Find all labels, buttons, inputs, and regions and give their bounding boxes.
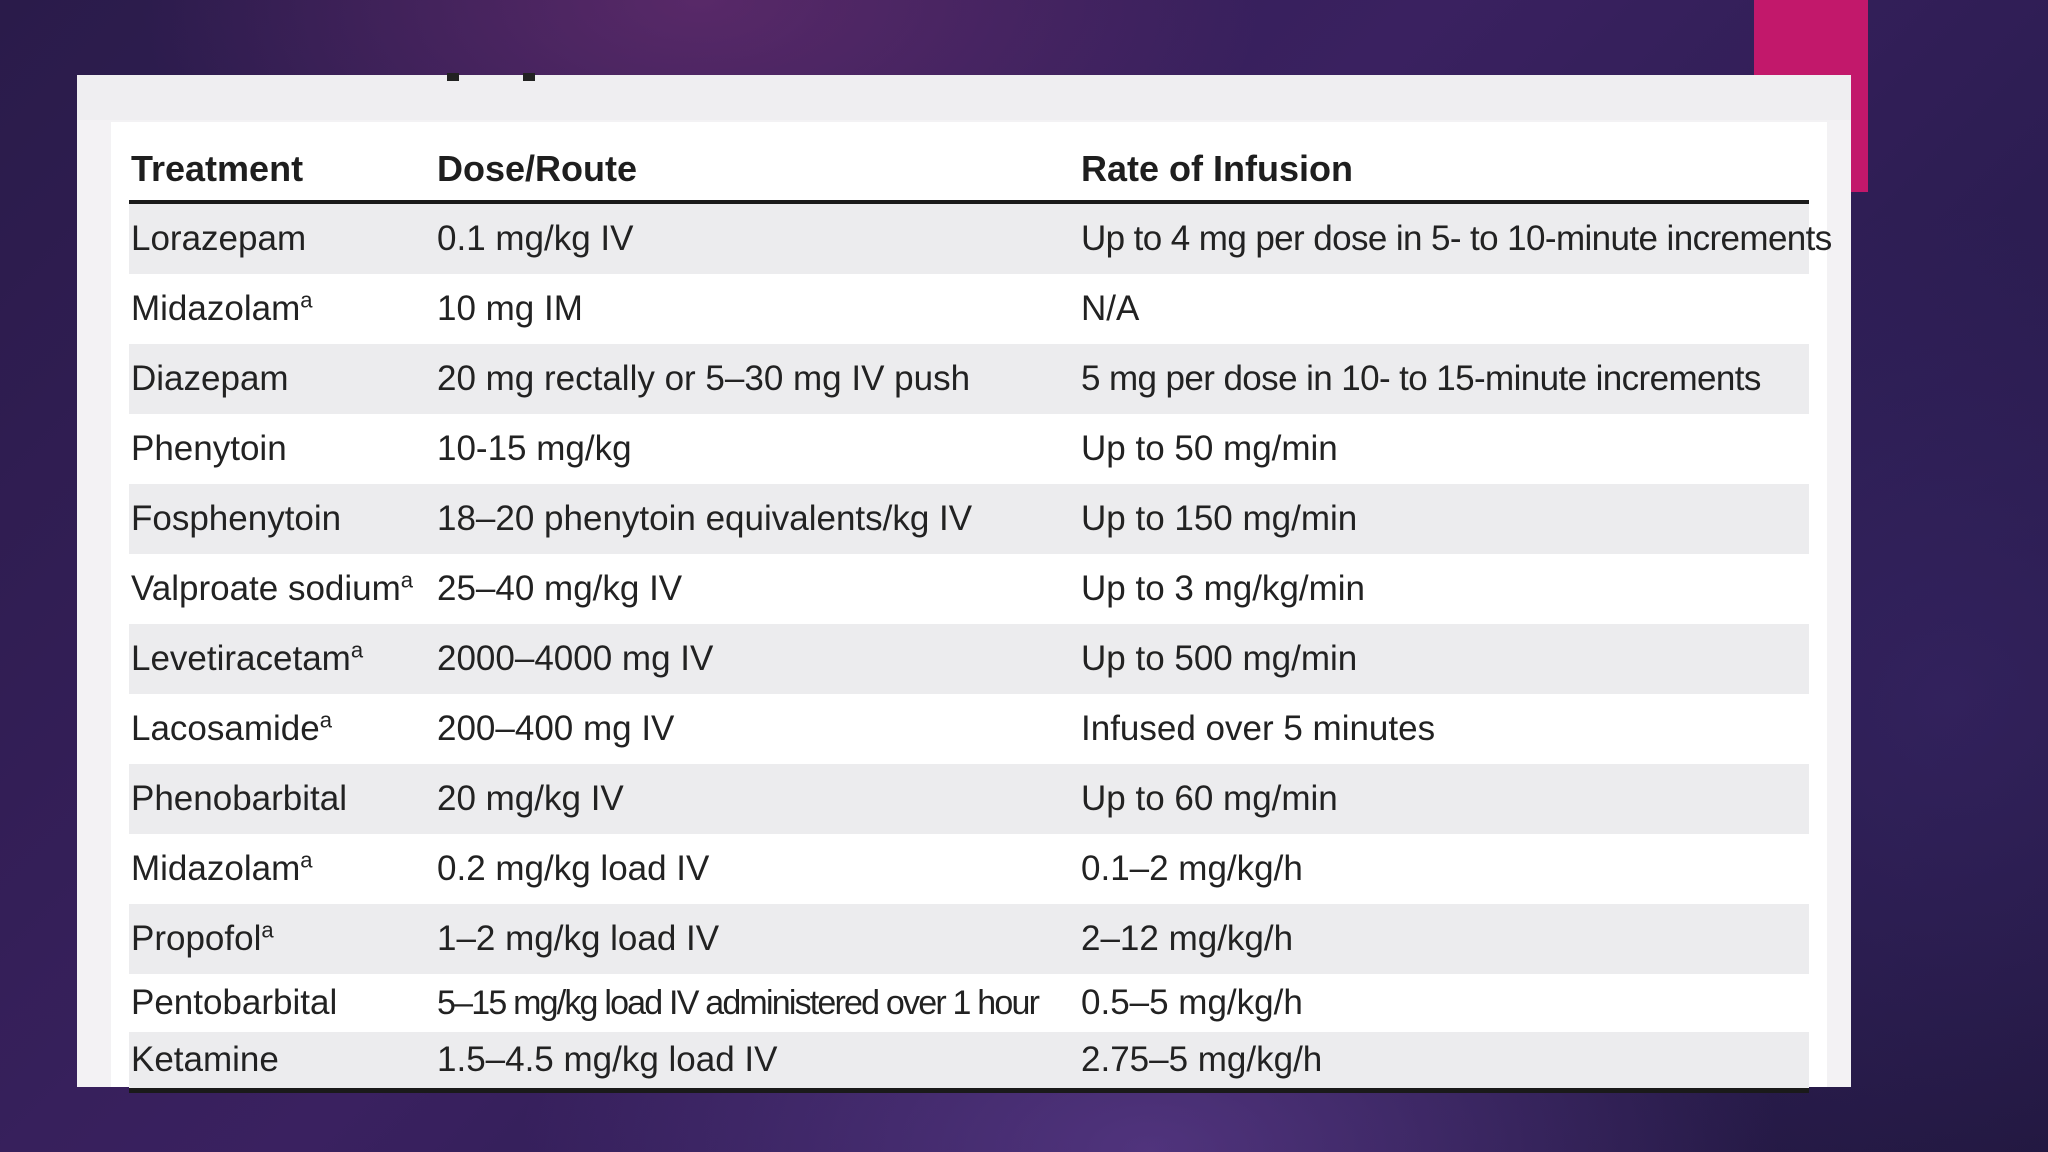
treatment-name: Midazolam — [131, 289, 301, 328]
table-row: Phenobarbital 20 mg/kg IV Up to 60 mg/mi… — [129, 764, 1809, 834]
table-row: Fosphenytoin 18–20 phenytoin equivalents… — [129, 484, 1809, 554]
rate-cell: 5 mg per dose in 10- to 15-minute increm… — [1079, 344, 1809, 414]
rate-cell: Up to 500 mg/min — [1079, 624, 1809, 694]
treatment-name: Propofol — [131, 919, 262, 958]
dose-cell: 0.2 mg/kg load IV — [437, 849, 710, 888]
treatment-name: Phenytoin — [131, 429, 287, 468]
treatment-cell: Midazolama — [129, 834, 435, 904]
dose-cell: 18–20 phenytoin equivalents/kg IV — [435, 484, 1079, 554]
slide-panel: Treatment Dose/Route Rate of Infusion Lo… — [77, 73, 1851, 1093]
footnote-mark: a — [350, 637, 364, 663]
table-row: Diazepam 20 mg rectally or 5–30 mg IV pu… — [129, 344, 1809, 414]
table-row: Lacosamidea 200–400 mg IV Infused over 5… — [129, 694, 1809, 764]
dose-cell: 1–2 mg/kg load IV — [435, 904, 1079, 974]
table-row: Pentobarbital 5–15 mg/kg load IV adminis… — [129, 974, 1809, 1032]
rate-cell: Up to 50 mg/min — [1081, 429, 1338, 468]
dose-cell: 0.1 mg/kg IV — [435, 202, 1079, 274]
dose-cell: 20 mg rectally or 5–30 mg IV push — [435, 344, 1079, 414]
treatment-cell: Phenobarbital — [129, 764, 435, 834]
treatment-cell: Midazolama — [129, 274, 435, 344]
dose-cell: 200–400 mg IV — [437, 709, 675, 748]
footnote-mark: a — [319, 707, 332, 733]
dose-cell: 2000–4000 mg IV — [435, 624, 1079, 694]
treatment-cell: Lacosamidea — [129, 694, 435, 764]
treatment-cell: Propofola — [129, 904, 435, 974]
rate-cell: 0.1–2 mg/kg/h — [1081, 849, 1303, 888]
treatment-name: Lacosamide — [131, 709, 320, 748]
treatment-name: Valproate sodium — [131, 569, 401, 608]
table-card: Treatment Dose/Route Rate of Infusion Lo… — [111, 122, 1832, 1093]
header-treatment: Treatment — [129, 122, 435, 204]
header-rate-of-infusion: Rate of Infusion — [1079, 122, 1809, 204]
treatment-cell: Levetiracetama — [129, 624, 435, 694]
treatment-cell: Lorazepam — [129, 202, 435, 274]
treatment-name: Midazolam — [131, 849, 301, 888]
header-dose-route: Dose/Route — [435, 122, 1079, 204]
table-row: Phenytoin 10-15 mg/kg Up to 50 mg/min — [129, 414, 1809, 484]
footnote-mark: a — [300, 847, 313, 873]
table-row: Ketamine 1.5–4.5 mg/kg load IV 2.75–5 mg… — [129, 1032, 1809, 1093]
treatment-name: Pentobarbital — [131, 983, 338, 1022]
rate-cell: Up to 4 mg per dose in 5- to 10-minute i… — [1079, 202, 1832, 274]
rate-cell: 2–12 mg/kg/h — [1079, 904, 1809, 974]
treatment-cell: Ketamine — [129, 1032, 435, 1093]
rate-cell: N/A — [1081, 289, 1140, 328]
dose-cell: 10 mg IM — [437, 289, 583, 328]
treatment-name: Phenobarbital — [131, 779, 347, 818]
treatment-cell: Phenytoin — [129, 414, 435, 484]
table-header-row: Treatment Dose/Route Rate of Infusion — [129, 122, 1809, 204]
table-row: Valproate sodiuma 25–40 mg/kg IV Up to 3… — [129, 554, 1809, 624]
rate-cell: Up to 150 mg/min — [1079, 484, 1809, 554]
footnote-mark: a — [300, 287, 313, 313]
footnote-mark: a — [400, 567, 414, 593]
treatment-dose-table: Treatment Dose/Route Rate of Infusion Lo… — [129, 122, 1832, 1093]
treatment-name: Levetiracetam — [131, 639, 351, 678]
treatment-name: Lorazepam — [131, 219, 307, 258]
rate-cell: Up to 60 mg/min — [1079, 764, 1809, 834]
table-row: Midazolama 0.2 mg/kg load IV 0.1–2 mg/kg… — [129, 834, 1809, 904]
rate-cell: 0.5–5 mg/kg/h — [1081, 983, 1303, 1022]
dose-cell: 25–40 mg/kg IV — [437, 569, 683, 608]
treatment-cell: Diazepam — [129, 344, 435, 414]
table-row: Levetiracetama 2000–4000 mg IV Up to 500… — [129, 624, 1809, 694]
treatment-name: Diazepam — [131, 359, 289, 398]
dose-cell: 10-15 mg/kg — [437, 429, 632, 468]
treatment-cell: Fosphenytoin — [129, 484, 435, 554]
rate-cell: Infused over 5 minutes — [1081, 709, 1436, 748]
dose-cell: 5–15 mg/kg load IV administered over 1 h… — [437, 983, 1040, 1022]
table-row: Midazolama 10 mg IM N/A — [129, 274, 1809, 344]
treatment-cell: Valproate sodiuma — [129, 554, 435, 624]
table-row: Propofola 1–2 mg/kg load IV 2–12 mg/kg/h — [129, 904, 1809, 974]
rate-cell: Up to 3 mg/kg/min — [1081, 569, 1365, 608]
dose-cell: 1.5–4.5 mg/kg load IV — [435, 1032, 1079, 1093]
table-row: Lorazepam 0.1 mg/kg IV Up to 4 mg per do… — [129, 202, 1832, 274]
treatment-name: Fosphenytoin — [131, 499, 342, 538]
cropped-title-fragment — [447, 49, 747, 83]
treatment-cell: Pentobarbital — [129, 974, 435, 1032]
treatment-name: Ketamine — [131, 1040, 279, 1079]
rate-cell: 2.75–5 mg/kg/h — [1079, 1032, 1809, 1093]
panel-top-strip — [77, 75, 1851, 120]
dose-cell: 20 mg/kg IV — [435, 764, 1079, 834]
footnote-mark: a — [261, 917, 274, 943]
